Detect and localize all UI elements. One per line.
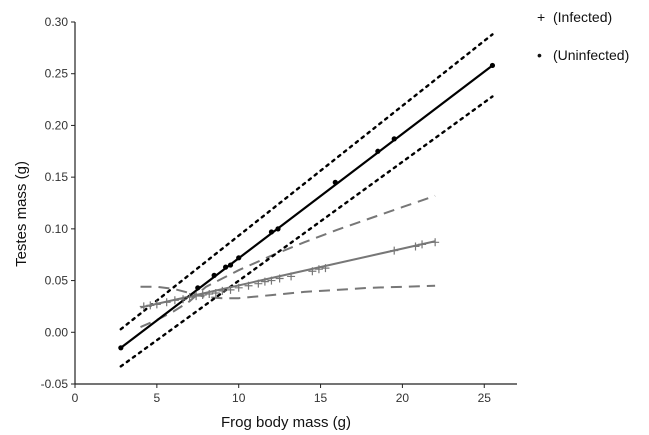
data-point-uninfected bbox=[223, 264, 229, 270]
ci-lower-infected bbox=[140, 284, 436, 300]
data-point-infected bbox=[260, 277, 269, 286]
data-point-infected bbox=[314, 265, 323, 274]
legend-label-infected: (Infected) bbox=[553, 9, 612, 25]
data-point-infected bbox=[198, 291, 207, 300]
data-point-uninfected bbox=[275, 226, 281, 232]
data-point-infected bbox=[234, 283, 243, 292]
y-tick-label: 0.15 bbox=[45, 170, 69, 184]
data-point-infected bbox=[170, 296, 179, 305]
data-point-uninfected bbox=[227, 262, 234, 268]
data-point-infected bbox=[390, 246, 399, 255]
data-point-uninfected bbox=[118, 345, 124, 351]
data-point-uninfected bbox=[332, 179, 338, 185]
y-tick-label: -0.05 bbox=[41, 377, 69, 391]
data-point-infected bbox=[211, 288, 220, 297]
x-tick-label: 25 bbox=[478, 391, 492, 405]
y-tick-label: 0.30 bbox=[45, 15, 69, 29]
data-point-infected bbox=[185, 293, 194, 302]
x-tick-label: 20 bbox=[396, 391, 410, 405]
fit-lines bbox=[120, 64, 494, 349]
y-tick-label: 0.00 bbox=[45, 325, 69, 339]
data-point-infected bbox=[244, 281, 253, 290]
x-tick-label: 15 bbox=[314, 391, 328, 405]
legend-item-uninfected: • (Uninfected) bbox=[537, 47, 629, 63]
data-point-uninfected bbox=[268, 229, 275, 235]
data-point-infected bbox=[411, 242, 420, 251]
y-axis-title: Testes mass (g) bbox=[13, 161, 30, 267]
fit-line-uninfected bbox=[120, 64, 494, 349]
legend-label-uninfected: (Uninfected) bbox=[553, 47, 629, 63]
data-point-infected bbox=[431, 238, 440, 247]
data-point-infected bbox=[218, 286, 227, 295]
ci-lower-uninfected bbox=[119, 95, 494, 368]
y-tick-label: 0.10 bbox=[45, 222, 69, 236]
data-point-uninfected bbox=[489, 62, 496, 69]
data-point-infected bbox=[146, 301, 155, 310]
y-tick-label: 0.20 bbox=[45, 118, 69, 132]
data-point-infected bbox=[267, 276, 276, 285]
y-tick-label: 0.25 bbox=[45, 67, 69, 81]
data-point-infected bbox=[308, 267, 317, 276]
data-point-infected bbox=[179, 295, 188, 304]
data-point-uninfected bbox=[375, 148, 381, 154]
data-point-infected bbox=[205, 290, 214, 299]
legend-item-infected: + (Infected) bbox=[537, 9, 612, 25]
data-point-infected bbox=[226, 285, 235, 294]
legend: + (Infected) • (Uninfected) bbox=[537, 9, 629, 63]
legend-symbol-uninfected: • bbox=[537, 47, 542, 63]
data-point-uninfected bbox=[195, 285, 201, 291]
ci-upper-uninfected bbox=[119, 33, 494, 331]
data-point-infected bbox=[162, 298, 171, 307]
confidence-bands bbox=[119, 33, 494, 368]
data-point-uninfected bbox=[391, 136, 397, 142]
data-point-infected bbox=[287, 272, 296, 281]
x-tick-label: 10 bbox=[232, 391, 246, 405]
x-axis-title: Frog body mass (g) bbox=[221, 414, 351, 431]
y-tick-label: 0.05 bbox=[45, 274, 69, 288]
data-point-infected bbox=[152, 300, 161, 309]
x-tick-label: 5 bbox=[154, 391, 161, 405]
x-tick-label: 0 bbox=[72, 391, 79, 405]
fit-line-infected bbox=[140, 240, 436, 309]
data-point-infected bbox=[192, 292, 201, 301]
data-point-uninfected bbox=[211, 272, 217, 278]
data-point-infected bbox=[254, 279, 263, 288]
data-markers bbox=[118, 62, 496, 351]
axes: 0 5 10 15 20 25 -0.05 0.00 0.05 0.10 0.15 0.20 0.25 0… bbox=[41, 15, 517, 405]
data-point-infected bbox=[139, 302, 148, 311]
data-point-infected bbox=[275, 274, 284, 283]
legend-symbol-infected: + bbox=[537, 9, 545, 25]
data-point-uninfected bbox=[236, 255, 242, 261]
data-point-infected bbox=[418, 240, 427, 249]
data-point-infected bbox=[321, 264, 330, 273]
ci-upper-infected bbox=[140, 194, 436, 329]
